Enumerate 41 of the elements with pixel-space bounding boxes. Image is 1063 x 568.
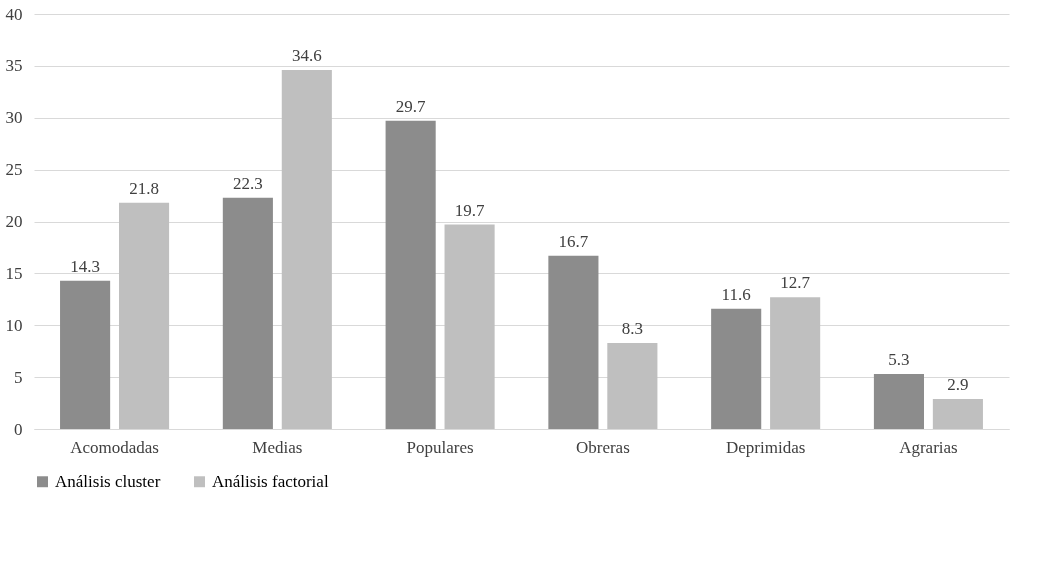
data-label: 5.3 xyxy=(888,350,910,370)
y-tick-label: 10 xyxy=(5,315,23,335)
bar xyxy=(770,297,821,429)
x-tick-label: Agrarias xyxy=(899,437,958,457)
x-tick-label: Medias xyxy=(252,437,303,457)
legend-label: Análisis factorial xyxy=(212,471,329,491)
data-label: 11.6 xyxy=(721,284,751,304)
x-tick-label: Obreras xyxy=(575,437,630,457)
bar xyxy=(873,374,925,429)
x-tick-label: Populares xyxy=(406,437,474,457)
data-label: 19.7 xyxy=(454,200,485,220)
y-tick-label: 15 xyxy=(5,263,23,283)
bar xyxy=(932,398,983,429)
bar xyxy=(711,308,762,429)
y-tick-label: 25 xyxy=(5,160,23,180)
bar xyxy=(607,342,658,429)
bar xyxy=(444,224,495,429)
y-tick-label: 0 xyxy=(14,419,23,439)
y-tick-label: 30 xyxy=(5,108,23,128)
bar xyxy=(222,197,273,429)
y-tick-label: 5 xyxy=(14,367,23,387)
data-label: 2.9 xyxy=(947,374,969,394)
bar xyxy=(385,120,436,429)
data-label: 22.3 xyxy=(232,173,263,193)
legend-label: Análisis cluster xyxy=(55,471,161,491)
y-tick-label: 20 xyxy=(5,212,23,231)
data-label: 34.6 xyxy=(291,46,322,66)
data-label: 16.7 xyxy=(558,231,589,251)
data-label: 29.7 xyxy=(395,96,427,116)
y-tick-label: 40 xyxy=(5,4,23,24)
data-label: 14.3 xyxy=(70,256,100,276)
data-label: 21.8 xyxy=(129,178,159,198)
x-tick-label: Deprimidas xyxy=(725,437,806,457)
bar xyxy=(548,255,599,429)
x-tick-label: Acomodadas xyxy=(70,437,159,457)
y-tick-label: 35 xyxy=(5,56,23,76)
bar xyxy=(60,280,111,429)
bar xyxy=(281,70,332,429)
data-label: 8.3 xyxy=(621,318,643,338)
data-label: 12.7 xyxy=(780,273,811,293)
bar xyxy=(118,202,170,429)
